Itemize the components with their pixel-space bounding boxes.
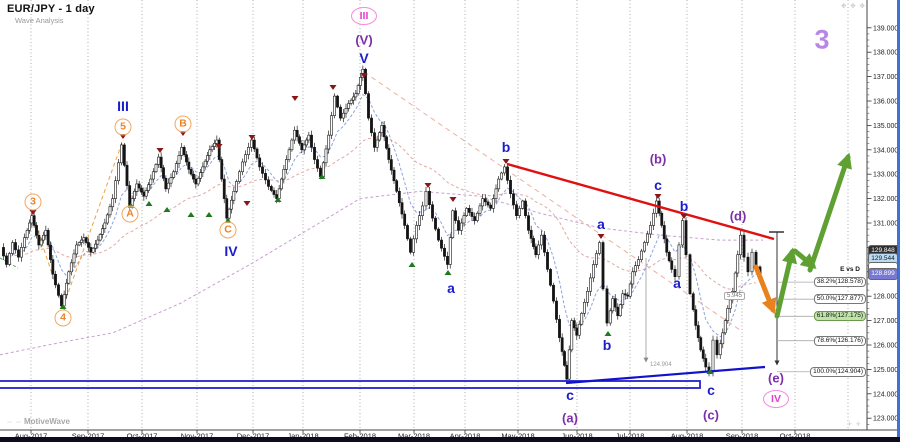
ma-200-line — [0, 190, 763, 356]
price-tick-label: 132.000 — [873, 196, 898, 203]
price-tick-label: 126.000 — [873, 343, 898, 350]
price-tick-label: 123.000 — [873, 416, 898, 423]
price-tick-label: 124.000 — [873, 391, 898, 398]
swing-high-marker — [119, 134, 127, 139]
swing-high-marker — [29, 210, 37, 215]
swing-low-marker — [274, 197, 282, 202]
fib-tool-title: E vs D — [840, 266, 860, 273]
swing-low-marker — [59, 304, 67, 309]
swing-high-marker — [329, 85, 337, 90]
candles — [2, 65, 762, 384]
watermark: ⇔ ⇔ MotiveWave — [6, 417, 70, 426]
swing-low-marker — [145, 201, 153, 206]
time-tick-label: Apr-2018 — [450, 432, 481, 441]
swing-high-marker — [680, 214, 688, 219]
swing-low-marker — [318, 174, 326, 179]
price-tick-label: 127.000 — [873, 318, 898, 325]
time-tick-label: Dec-2017 — [237, 432, 270, 441]
symbol-title: EUR/JPY - 1 day — [7, 3, 95, 15]
price-tick-label: 131.000 — [873, 221, 898, 228]
zoom-icons[interactable]: ✛ ✛ — [847, 422, 862, 428]
time-tick-label: Jul-2018 — [616, 432, 645, 441]
time-tick-label: Mar-2018 — [398, 432, 430, 441]
watermark-arrows-icon: ⇔ ⇔ — [6, 419, 22, 426]
time-tick-label: May-2018 — [501, 432, 534, 441]
time-tick-label: Sep-2018 — [726, 432, 759, 441]
time-tick-label: Oct-2017 — [127, 432, 158, 441]
price-tick-label: 137.000 — [873, 74, 898, 81]
price-tick-label: 125.000 — [873, 367, 898, 374]
price-tick-label: 133.000 — [873, 172, 898, 179]
swing-high-marker — [243, 201, 251, 206]
wave-connector-line[interactable] — [32, 139, 124, 309]
swing-high-marker — [248, 135, 256, 140]
forecast-arrow-up[interactable] — [774, 247, 798, 319]
time-tick-label: Feb-2018 — [344, 432, 376, 441]
swing-high-marker — [156, 148, 164, 153]
ma-fast-line — [3, 93, 757, 338]
price-tick-label: 135.000 — [873, 123, 898, 130]
right-window-edge — [897, 0, 900, 437]
swing-low-marker — [706, 369, 714, 374]
time-tick-label: Sep-2017 — [72, 432, 105, 441]
forecast-arrow-down[interactable] — [753, 264, 777, 315]
price-tick-label: 138.000 — [873, 50, 898, 57]
swing-high-marker — [597, 234, 605, 239]
time-tick-label: Jan-2018 — [287, 432, 318, 441]
swing-high-marker — [215, 144, 223, 149]
measure-value-box: 5.945 — [724, 292, 746, 300]
time-tick-label: Oct-2018 — [780, 432, 811, 441]
swing-low-marker — [408, 262, 416, 267]
price-tick-label: 129.000 — [873, 269, 898, 276]
chart-header: EUR/JPY - 1 day Wave Analysis — [7, 3, 95, 25]
swing-low-marker — [163, 207, 171, 212]
swing-high-marker — [291, 96, 299, 101]
fib-origin-price: 124.904 — [650, 362, 672, 368]
watermark-text: MotiveWave — [23, 417, 70, 426]
swing-high-marker — [360, 73, 368, 78]
price-tick-label: 134.000 — [873, 147, 898, 154]
price-axis[interactable]: 139.000 138.000 137.000 136.000 135.000 134.0… — [867, 25, 898, 425]
ma-slow-line — [3, 137, 757, 290]
study-subtitle: Wave Analysis — [15, 16, 64, 25]
time-tick-label: Jun-2018 — [561, 432, 592, 441]
price-tick-label: 130.000 — [873, 245, 898, 252]
time-tick-label: Aug-2017 — [15, 432, 48, 441]
resistance-trendline[interactable] — [506, 162, 775, 241]
swing-high-marker — [424, 183, 432, 188]
forecast-arrow-up[interactable] — [807, 152, 852, 273]
ascending-trendline[interactable] — [565, 365, 766, 385]
time-tick-label: Nov-2017 — [181, 432, 214, 441]
time-axis[interactable]: Aug-2017 Sep-2017 Oct-2017 Nov-2017 Dec-2017… — [15, 430, 811, 441]
price-tick-label: 136.000 — [873, 99, 898, 106]
chart-tools-icons[interactable]: ✥ ✥ ✥ — [841, 3, 866, 10]
swing-high-marker — [502, 159, 510, 164]
swing-high-marker — [449, 197, 457, 202]
time-tick-label: Aug-2018 — [671, 432, 704, 441]
price-tick-label: 128.000 — [873, 294, 898, 301]
swing-high-marker — [654, 194, 662, 199]
support-zone-rectangle[interactable] — [0, 380, 701, 389]
swing-low-marker — [604, 331, 612, 336]
descending-channel-line[interactable] — [363, 71, 741, 331]
swing-low-marker — [187, 212, 195, 217]
bottom-bar — [0, 437, 900, 442]
swing-low-marker — [205, 212, 213, 217]
swing-high-marker — [179, 131, 187, 136]
swing-low-marker — [444, 270, 452, 275]
swing-low-marker — [224, 218, 232, 223]
price-tick-label: 139.000 — [873, 25, 898, 32]
